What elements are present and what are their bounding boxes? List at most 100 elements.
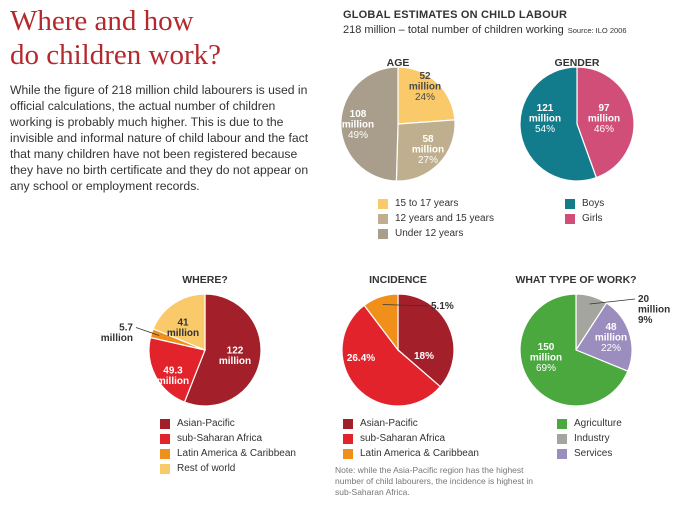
where-legend-item: Asian-Pacific	[160, 416, 296, 431]
gender-pie-chart: GENDER 97 million 46% 121 million 54%	[519, 57, 635, 182]
gender-legend-swatch	[565, 198, 575, 209]
work-legend-label: Services	[574, 448, 613, 459]
title-line-2: do children work?	[10, 39, 221, 71]
page-title: Where and how do children work?	[10, 4, 310, 72]
work-label-services: 48 million 22%	[595, 322, 627, 354]
age-slice-15-to-17-years	[397, 66, 456, 125]
gender-label-boys: 121 million 54%	[529, 103, 561, 135]
incidence-pie-chart: INCIDENCE 18% 26.4% 5.1%	[341, 274, 455, 407]
where-slice-asian-pacific	[183, 293, 262, 407]
work-label-industry: 20 million 9%	[638, 294, 670, 326]
work-legend-label: Industry	[574, 433, 610, 444]
where-chart-title: WHERE?	[182, 274, 228, 286]
gender-legend-label: Boys	[582, 198, 605, 209]
incidence-legend-item: Asian-Pacific	[343, 416, 479, 431]
age-label-under-12-years: 108 million 49%	[342, 109, 374, 141]
age-legend: 15 to 17 years 12 years and 15 years Under…	[378, 196, 494, 241]
work-legend: Agriculture Industry Services	[557, 416, 622, 461]
header-subtitle: 218 million – total number of children w…	[343, 24, 627, 36]
work-legend-item: Agriculture	[557, 416, 622, 431]
gender-legend-label: Girls	[582, 213, 603, 224]
work-legend-swatch	[557, 418, 567, 429]
where-label-asian-pacific: 122 million	[219, 346, 251, 368]
incidence-note: Note: while the Asia-Pacific region has …	[335, 465, 533, 497]
chart-header: GLOBAL ESTIMATES ON CHILD LABOUR 218 mil…	[343, 9, 627, 36]
where-legend: Asian-Pacific sub-Saharan Africa Latin Ame…	[160, 416, 296, 476]
age-slice-under-12-years	[340, 66, 399, 182]
where-label-sub-saharan-africa: 49.3 million	[157, 366, 189, 388]
where-legend-swatch	[160, 433, 170, 444]
incidence-label-asian-pacific: 18%	[414, 351, 434, 362]
where-legend-label: Asian-Pacific	[177, 418, 235, 429]
gender-slice-boys	[519, 66, 598, 182]
title-line-1: Where and how	[10, 5, 194, 37]
age-legend-item: Under 12 years	[378, 226, 494, 241]
where-label-rest-of-world: 41 million	[167, 318, 199, 340]
gender-legend-swatch	[565, 213, 575, 224]
header-subtitle-text: 218 million – total number of children w…	[343, 24, 564, 36]
age-pie-chart: AGE 52 million 24% 58 million 27% 108 million 49%	[340, 57, 456, 182]
work-label-agriculture: 150 million 69%	[530, 342, 562, 374]
where-leader-line-latin-america-caribbean	[135, 327, 160, 336]
incidence-chart-title: INCIDENCE	[369, 274, 427, 286]
where-legend-swatch	[160, 448, 170, 459]
where-legend-swatch	[160, 463, 170, 474]
where-legend-label: sub-Saharan Africa	[177, 433, 263, 444]
header-source: Source: ILO 2006	[567, 26, 627, 35]
age-chart-title: AGE	[387, 57, 410, 69]
gender-label-girls: 97 million 46%	[588, 103, 620, 135]
where-legend-label: Latin America & Caribbean	[177, 448, 296, 459]
work-legend-item: Industry	[557, 431, 622, 446]
incidence-legend-label: Latin America & Caribbean	[360, 448, 479, 459]
where-legend-item: sub-Saharan Africa	[160, 431, 296, 446]
age-legend-label: 12 years and 15 years	[395, 213, 494, 224]
age-legend-item: 12 years and 15 years	[378, 211, 494, 226]
incidence-legend-swatch	[343, 448, 353, 459]
work-legend-label: Agriculture	[574, 418, 622, 429]
gender-slice-girls	[576, 66, 635, 179]
work-pie-chart: WHAT TYPE OF WORK?20 million 9% 48 million 22…	[515, 274, 670, 407]
work-legend-item: Services	[557, 446, 622, 461]
incidence-legend: Asian-Pacific sub-Saharan Africa Latin Ame…	[343, 416, 479, 461]
work-chart-title: WHAT TYPE OF WORK?	[515, 274, 636, 286]
age-legend-label: 15 to 17 years	[395, 198, 459, 209]
age-legend-swatch	[378, 228, 388, 239]
age-label-15-to-17-years: 52 million 24%	[409, 71, 441, 103]
work-slice-services	[575, 302, 633, 373]
work-legend-swatch	[557, 448, 567, 459]
incidence-slice-sub-saharan-africa	[341, 304, 442, 407]
age-legend-item: 15 to 17 years	[378, 196, 494, 211]
incidence-leader-line-latin-america-caribbean	[382, 304, 429, 307]
work-legend-swatch	[557, 433, 567, 444]
incidence-label-sub-saharan-africa: 26.4%	[347, 353, 375, 364]
gender-legend-item: Boys	[565, 196, 604, 211]
where-legend-label: Rest of world	[177, 463, 236, 474]
age-legend-label: Under 12 years	[395, 228, 464, 239]
age-slice-12-years-and-15-years	[395, 119, 456, 182]
incidence-slice-asian-pacific	[397, 293, 455, 388]
where-legend-item: Rest of world	[160, 461, 296, 476]
where-slice-rest-of-world	[152, 293, 206, 351]
incidence-legend-swatch	[343, 418, 353, 429]
work-leader-line-industry	[589, 298, 636, 305]
age-legend-swatch	[378, 198, 388, 209]
gender-legend: Boys Girls	[565, 196, 604, 226]
work-slice-agriculture	[519, 293, 629, 407]
intro-paragraph: While the figure of 218 million child la…	[10, 83, 309, 193]
age-legend-swatch	[378, 213, 388, 224]
where-label-latin-america-caribbean: 5.7 million	[101, 323, 134, 345]
incidence-legend-label: Asian-Pacific	[360, 418, 418, 429]
gender-chart-title: GENDER	[555, 57, 600, 69]
where-pie-chart: WHERE? 122 million 49.3 million 5.7 million 41 m…	[101, 274, 262, 407]
where-slice-sub-saharan-africa	[148, 336, 206, 403]
incidence-legend-item: sub-Saharan Africa	[343, 431, 479, 446]
incidence-slice-latin-america-caribbean	[363, 293, 399, 352]
age-label-12-years-and-15-years: 58 million 27%	[412, 134, 444, 166]
where-legend-item: Latin America & Caribbean	[160, 446, 296, 461]
header-title: GLOBAL ESTIMATES ON CHILD LABOUR	[343, 9, 568, 21]
incidence-legend-swatch	[343, 433, 353, 444]
gender-legend-item: Girls	[565, 211, 604, 226]
incidence-legend-label: sub-Saharan Africa	[360, 433, 446, 444]
incidence-label-latin-america-caribbean: 5.1%	[431, 301, 454, 312]
where-legend-swatch	[160, 418, 170, 429]
